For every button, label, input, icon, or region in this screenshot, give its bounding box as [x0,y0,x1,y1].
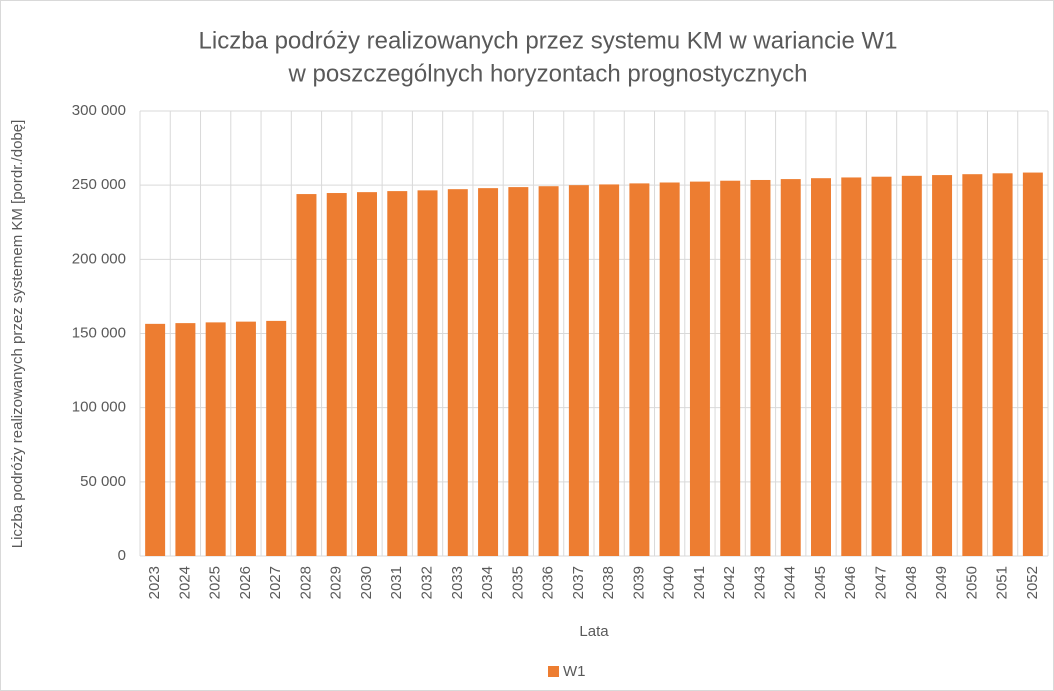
bar [599,184,620,557]
x-tick-label: 2043 [751,566,768,599]
x-tick-label: 2033 [449,566,466,599]
x-tick-label: 2031 [388,566,405,599]
x-tick-label: 2039 [630,566,647,599]
bar [841,177,862,556]
y-tick-label: 200 000 [72,250,126,267]
x-tick-label: 2030 [358,566,375,599]
chart-title: Liczba podróży realizowanych przez syste… [199,27,898,54]
bar [962,174,983,556]
bar [417,190,438,556]
bar [447,189,468,556]
bar [205,322,226,556]
bar [387,191,408,556]
x-tick-label: 2029 [328,566,345,599]
x-tick-label: 2023 [146,566,163,599]
x-tick-label: 2042 [721,566,738,599]
bar [720,180,741,556]
y-tick-label: 0 [118,547,126,564]
bar [811,178,831,556]
bar [992,173,1013,557]
y-tick-label: 250 000 [72,176,126,193]
bar [780,179,801,556]
x-tick-label: 2027 [267,566,284,599]
bar [326,193,347,557]
x-tick-label: 2028 [297,566,314,599]
bar [357,192,377,556]
legend-label: W1 [563,663,586,680]
bar [629,183,650,557]
x-tick-label: 2026 [237,566,254,599]
x-tick-label: 2045 [812,566,829,599]
x-tick-label: 2036 [540,566,557,599]
chart-title: w poszczególnych horyzontach prognostycz… [288,60,808,87]
y-tick-label: 300 000 [72,102,126,119]
bar [901,175,922,557]
bar [296,194,317,557]
bar [508,187,529,556]
x-tick-label: 2040 [661,566,678,599]
bar [689,181,710,556]
bar [538,186,559,556]
x-tick-label: 2048 [903,566,920,599]
bar [266,320,287,556]
y-tick-label: 100 000 [72,399,126,416]
x-axis-label: Lata [579,623,609,640]
x-tick-label: 2049 [933,566,950,599]
bar [568,185,589,556]
legend-swatch [548,666,559,677]
x-tick-label: 2032 [419,566,436,599]
x-tick-label: 2046 [842,566,859,599]
bar [145,323,166,556]
y-tick-label: 50 000 [80,473,126,490]
x-tick-label: 2041 [691,566,708,599]
x-tick-label: 2050 [963,566,980,599]
y-tick-label: 150 000 [72,324,126,341]
bar [478,188,499,556]
bar [175,323,196,556]
x-tick-label: 2024 [176,566,193,599]
x-tick-label: 2052 [1024,566,1041,599]
x-tick-label: 2047 [873,566,890,599]
x-tick-label: 2038 [600,566,617,599]
x-tick-label: 2034 [479,566,496,599]
bar [659,182,680,556]
bar [871,176,892,556]
y-axis-label: Liczba podróży realizowanych przez syste… [9,120,26,549]
x-tick-label: 2035 [509,566,526,599]
x-tick-label: 2037 [570,566,587,599]
bar [750,179,771,556]
bar [235,321,256,556]
bar [932,175,953,556]
x-tick-label: 2044 [782,566,799,599]
x-tick-label: 2025 [207,566,224,599]
bar [1022,172,1043,556]
x-tick-label: 2051 [994,566,1011,599]
